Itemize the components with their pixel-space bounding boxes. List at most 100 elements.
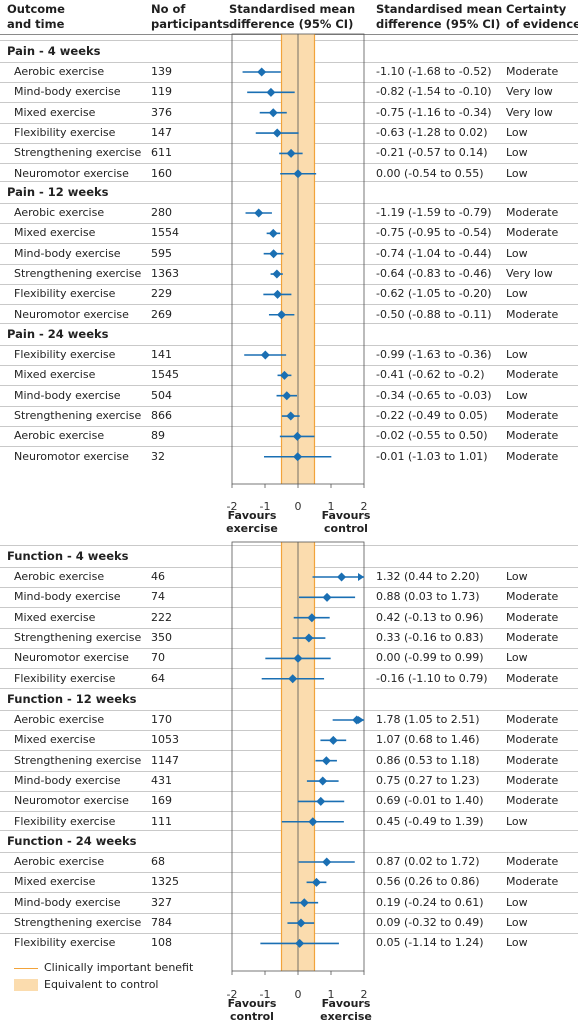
table-row: Strengthening exercise 1147 0.86 (0.53 to … — [0, 751, 578, 771]
axis-tick-label: -2 — [227, 988, 238, 1001]
table-row: Mixed exercise 376 -0.75 (-1.16 to -0.34) V… — [0, 103, 578, 123]
smd-ci-text: 0.00 (-0.99 to 0.99) — [376, 651, 484, 665]
group-title: Pain - 4 weeks — [7, 44, 101, 58]
point-estimate-marker — [308, 817, 318, 827]
exercise-name: Mixed exercise — [14, 610, 96, 624]
exercise-name: Strengthening exercise — [14, 146, 142, 160]
favours-left-function: Favours control — [212, 997, 292, 1023]
point-estimate-marker — [268, 108, 278, 118]
participant-count: 74 — [151, 590, 165, 604]
header-participants: No of participants — [151, 2, 229, 32]
certainty-rating: Moderate — [506, 429, 559, 443]
point-estimate-marker — [352, 715, 362, 725]
exercise-name: Mind-body exercise — [14, 388, 121, 402]
table-row: Neuromotor exercise 32 -0.01 (-1.03 to 1.0… — [0, 447, 578, 467]
point-estimate-marker — [296, 918, 306, 928]
point-estimate-marker — [257, 67, 267, 77]
exercise-name: Strengthening exercise — [14, 916, 142, 930]
header-outcome-line2: and time — [7, 17, 65, 31]
smd-ci-text: 0.75 (0.27 to 1.23) — [376, 774, 480, 788]
header-certainty: Certainty of evidence — [506, 2, 578, 32]
header-smd-text: Standardised mean difference (95% CI) — [376, 2, 502, 32]
table-row: Mixed exercise 1053 1.07 (0.68 to 1.46) Mod… — [0, 730, 578, 750]
point-estimate-marker — [273, 289, 283, 299]
point-estimate-marker — [307, 613, 317, 623]
table-row: Flexibility exercise 108 0.05 (-1.14 to 1.… — [0, 933, 578, 953]
smd-ci-text: 1.07 (0.68 to 1.46) — [376, 733, 480, 747]
smd-ci-text: -1.19 (-1.59 to -0.79) — [376, 206, 492, 219]
exercise-name: Strengthening exercise — [14, 631, 142, 645]
certainty-rating: Moderate — [506, 590, 559, 604]
smd-ci-text: 1.32 (0.44 to 2.20) — [376, 570, 480, 583]
axis-tick-label: 0 — [295, 988, 302, 1001]
axis-tick-label: 2 — [361, 988, 368, 1001]
participant-count: 269 — [151, 307, 172, 321]
smd-ci-text: -0.63 (-1.28 to 0.02) — [376, 126, 488, 140]
participant-count: 1545 — [151, 368, 179, 382]
smd-ci-text: 1.78 (1.05 to 2.51) — [376, 713, 480, 726]
legend-band-label: Equivalent to control — [44, 978, 159, 991]
smd-ci-text: -0.74 (-1.04 to -0.44) — [376, 246, 492, 260]
table-row: Aerobic exercise 170 1.78 (1.05 to 2.51) Mo… — [0, 710, 578, 730]
table-row: Flexibility exercise 64 -0.16 (-1.10 to 0.… — [0, 669, 578, 689]
certainty-rating: Low — [506, 814, 528, 828]
table-row: Mixed exercise 1554 -0.75 (-0.95 to -0.54)… — [0, 223, 578, 243]
point-estimate-marker — [299, 898, 309, 908]
participant-count: 64 — [151, 671, 165, 685]
exercise-name: Flexibility exercise — [14, 287, 116, 301]
certainty-rating: Low — [506, 916, 528, 930]
smd-ci-text: -0.50 (-0.88 to -0.11) — [376, 307, 492, 321]
participant-count: 504 — [151, 388, 172, 402]
exercise-name: Mixed exercise — [14, 368, 96, 382]
certainty-rating: Moderate — [506, 65, 559, 78]
table-row: Neuromotor exercise 269 -0.50 (-0.88 to -0… — [0, 305, 578, 325]
header-smd-plot-line2: difference (95% CI) — [229, 17, 354, 31]
table-row: Aerobic exercise 46 1.32 (0.44 to 2.20) Low — [0, 567, 578, 587]
group-title: Pain - 12 weeks — [7, 185, 109, 199]
participant-count: 111 — [151, 814, 172, 828]
participant-count: 170 — [151, 713, 172, 726]
participant-count: 431 — [151, 774, 172, 788]
certainty-rating: Very low — [506, 105, 553, 119]
exercise-name: Strengthening exercise — [14, 409, 142, 423]
point-estimate-marker — [293, 169, 303, 179]
point-estimate-marker — [272, 269, 282, 279]
table-row: Mind-body exercise 119 -0.82 (-1.54 to -0.… — [0, 82, 578, 102]
participant-count: 108 — [151, 936, 172, 950]
exercise-name: Flexibility exercise — [14, 348, 116, 361]
point-estimate-marker — [322, 857, 332, 867]
table-row: Mind-body exercise 74 0.88 (0.03 to 1.73) M… — [0, 587, 578, 607]
table-row: Neuromotor exercise 160 0.00 (-0.54 to 0.5… — [0, 164, 578, 184]
smd-ci-text: -0.22 (-0.49 to 0.05) — [376, 409, 488, 423]
point-estimate-marker — [292, 431, 302, 441]
point-estimate-marker — [269, 249, 279, 259]
table-row: Aerobic exercise 139 -1.10 (-1.68 to -0.52… — [0, 62, 578, 82]
group-title: Function - 4 weeks — [7, 549, 129, 563]
favours-left-pain-line1: Favours — [227, 509, 277, 522]
certainty-rating: Moderate — [506, 631, 559, 645]
participant-count: 119 — [151, 85, 172, 99]
axis-tick-label: 2 — [361, 500, 368, 513]
certainty-rating: Moderate — [506, 753, 559, 767]
group-title: Pain - 24 weeks — [7, 327, 109, 341]
point-estimate-marker — [272, 128, 282, 138]
participant-count: 1325 — [151, 875, 179, 889]
table-row: Strengthening exercise 866 -0.22 (-0.49 to… — [0, 406, 578, 426]
header-participants-line2: participants — [151, 17, 230, 31]
smd-ci-text: 0.86 (0.53 to 1.18) — [376, 753, 480, 767]
participant-count: 32 — [151, 449, 165, 463]
smd-ci-text: 0.56 (0.26 to 0.86) — [376, 875, 480, 889]
table-row: Flexibility exercise 141 -0.99 (-1.63 to -… — [0, 345, 578, 365]
point-estimate-marker — [316, 796, 326, 806]
participant-count: 327 — [151, 895, 172, 909]
point-estimate-marker — [337, 572, 347, 582]
group-title: Function - 24 weeks — [7, 834, 137, 848]
exercise-name: Mind-body exercise — [14, 895, 121, 909]
certainty-rating: Low — [506, 126, 528, 140]
participant-count: 229 — [151, 287, 172, 301]
smd-ci-text: 0.42 (-0.13 to 0.96) — [376, 610, 484, 624]
certainty-rating: Low — [506, 166, 528, 180]
exercise-name: Mind-body exercise — [14, 590, 121, 604]
participant-count: 68 — [151, 855, 165, 868]
exercise-name: Mind-body exercise — [14, 85, 121, 99]
